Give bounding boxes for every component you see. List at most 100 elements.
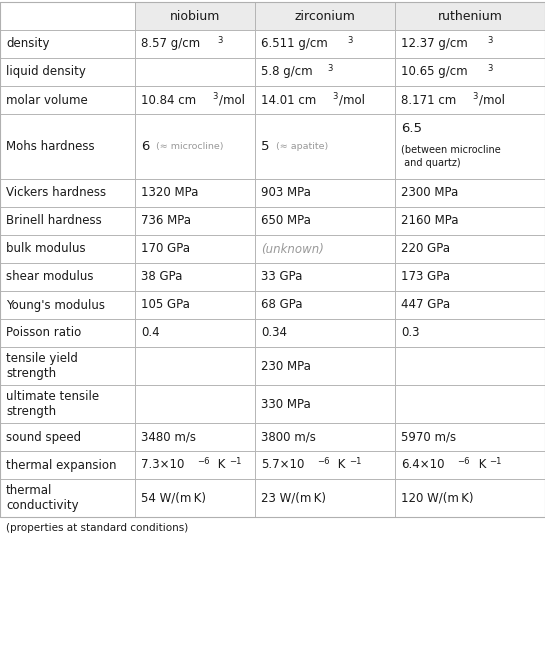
Text: 8.171 cm: 8.171 cm <box>401 93 456 106</box>
Bar <box>395 235 545 263</box>
Bar <box>395 207 545 235</box>
Text: liquid density: liquid density <box>6 66 86 79</box>
Text: 10.65 g/cm: 10.65 g/cm <box>401 66 468 79</box>
Bar <box>0 291 135 319</box>
Bar <box>135 179 255 207</box>
Text: 6.5: 6.5 <box>401 122 422 135</box>
Bar <box>395 423 545 451</box>
Bar <box>135 385 255 423</box>
Text: 173 GPa: 173 GPa <box>401 271 450 284</box>
Text: 3: 3 <box>217 36 223 45</box>
Text: 68 GPa: 68 GPa <box>261 299 302 312</box>
Text: 903 MPa: 903 MPa <box>261 186 311 199</box>
Bar <box>255 423 395 451</box>
Text: 8.57 g/cm: 8.57 g/cm <box>141 38 200 51</box>
Text: zirconium: zirconium <box>294 10 355 23</box>
Text: 14.01 cm: 14.01 cm <box>261 93 316 106</box>
Bar <box>135 263 255 291</box>
Text: −1: −1 <box>349 457 361 466</box>
Bar <box>0 385 135 423</box>
Text: 6.4×10: 6.4×10 <box>401 458 445 472</box>
Text: 3: 3 <box>347 36 353 45</box>
Text: /mol: /mol <box>219 93 245 106</box>
Bar <box>135 451 255 479</box>
Bar <box>135 2 255 30</box>
Bar <box>395 30 545 58</box>
Text: shear modulus: shear modulus <box>6 271 94 284</box>
Text: 220 GPa: 220 GPa <box>401 243 450 256</box>
Text: 12.37 g/cm: 12.37 g/cm <box>401 38 468 51</box>
Bar <box>255 451 395 479</box>
Bar <box>395 385 545 423</box>
Bar <box>135 58 255 86</box>
Text: Brinell hardness: Brinell hardness <box>6 215 102 228</box>
Bar <box>395 2 545 30</box>
Text: −6: −6 <box>317 457 330 466</box>
Bar <box>0 263 135 291</box>
Text: Young's modulus: Young's modulus <box>6 299 105 312</box>
Bar <box>0 451 135 479</box>
Bar <box>255 347 395 385</box>
Text: 10.84 cm: 10.84 cm <box>141 93 196 106</box>
Bar <box>0 207 135 235</box>
Text: sound speed: sound speed <box>6 430 81 443</box>
Text: 0.3: 0.3 <box>401 326 420 339</box>
Text: 120 W/(m K): 120 W/(m K) <box>401 491 474 504</box>
Text: ruthenium: ruthenium <box>438 10 502 23</box>
Text: 5970 m/s: 5970 m/s <box>401 430 456 443</box>
Text: /mol: /mol <box>479 93 505 106</box>
Bar <box>395 86 545 114</box>
Bar <box>0 319 135 347</box>
Text: 3: 3 <box>487 36 493 45</box>
Bar <box>135 30 255 58</box>
Text: Vickers hardness: Vickers hardness <box>6 186 106 199</box>
Bar <box>255 179 395 207</box>
Bar <box>0 30 135 58</box>
Bar <box>135 114 255 179</box>
Bar <box>135 291 255 319</box>
Bar <box>395 291 545 319</box>
Bar <box>255 86 395 114</box>
Bar <box>0 423 135 451</box>
Bar <box>395 263 545 291</box>
Text: K: K <box>475 458 486 472</box>
Bar <box>255 319 395 347</box>
Text: /mol: /mol <box>339 93 365 106</box>
Bar <box>0 179 135 207</box>
Bar <box>135 319 255 347</box>
Text: tensile yield
strength: tensile yield strength <box>6 352 78 380</box>
Bar <box>395 479 545 517</box>
Bar <box>395 451 545 479</box>
Text: thermal expansion: thermal expansion <box>6 458 117 472</box>
Bar <box>255 291 395 319</box>
Text: −6: −6 <box>457 457 470 466</box>
Bar <box>135 207 255 235</box>
Text: −1: −1 <box>229 457 241 466</box>
Text: 3480 m/s: 3480 m/s <box>141 430 196 443</box>
Text: 3800 m/s: 3800 m/s <box>261 430 316 443</box>
Text: 7.3×10: 7.3×10 <box>141 458 184 472</box>
Text: 447 GPa: 447 GPa <box>401 299 450 312</box>
Text: 38 GPa: 38 GPa <box>141 271 183 284</box>
Bar <box>0 2 135 30</box>
Text: 5.7×10: 5.7×10 <box>261 458 304 472</box>
Text: 230 MPa: 230 MPa <box>261 360 311 373</box>
Text: 3: 3 <box>473 92 477 101</box>
Text: −6: −6 <box>197 457 209 466</box>
Bar <box>135 479 255 517</box>
Bar <box>255 263 395 291</box>
Text: density: density <box>6 38 50 51</box>
Bar <box>255 30 395 58</box>
Text: ultimate tensile
strength: ultimate tensile strength <box>6 390 99 418</box>
Bar <box>135 86 255 114</box>
Bar <box>395 58 545 86</box>
Text: 33 GPa: 33 GPa <box>261 271 302 284</box>
Bar <box>0 347 135 385</box>
Text: 3: 3 <box>328 64 333 73</box>
Text: thermal
conductivity: thermal conductivity <box>6 484 78 512</box>
Text: 0.34: 0.34 <box>261 326 287 339</box>
Bar <box>255 479 395 517</box>
Bar <box>255 58 395 86</box>
Text: 105 GPa: 105 GPa <box>141 299 190 312</box>
Bar <box>395 179 545 207</box>
